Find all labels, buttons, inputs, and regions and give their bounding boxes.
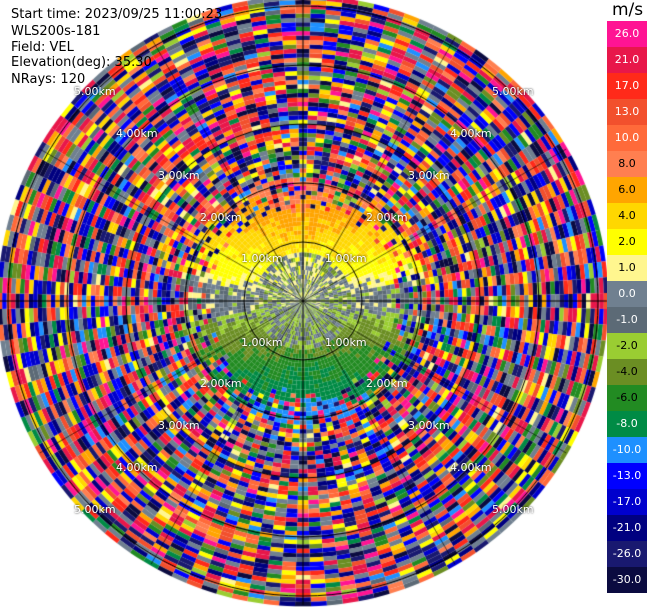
colorbar-cell: 10.0 [607, 125, 647, 151]
ring-label: 1.00km [325, 252, 367, 265]
colorbar-cell: 13.0 [607, 99, 647, 125]
colorbar-cell: -17.0 [607, 489, 647, 515]
colorbar-cell: -2.0 [607, 333, 647, 359]
ring-label: 5.00km [492, 85, 534, 98]
colorbar-cell: -26.0 [607, 541, 647, 567]
instrument-label: WLS200s-181 [11, 24, 101, 39]
ring-label: 2.00km [366, 211, 408, 224]
colorbar-cell: 21.0 [607, 47, 647, 73]
ring-label: 2.00km [200, 211, 242, 224]
colorbar-cell: -4.0 [607, 359, 647, 385]
ring-label: 5.00km [74, 85, 116, 98]
ring-label: 4.00km [450, 461, 492, 474]
colorbar-cell: -8.0 [607, 411, 647, 437]
ring-label: 2.00km [200, 377, 242, 390]
ring-label: 4.00km [116, 127, 158, 140]
colorbar-cell: -21.0 [607, 515, 647, 541]
colorbar-cell: -6.0 [607, 385, 647, 411]
colorbar-cell: 0.0 [607, 281, 647, 307]
nrays-label: NRays: 120 [11, 72, 86, 87]
ring-label: 3.00km [408, 419, 450, 432]
colorbar-cell: 8.0 [607, 151, 647, 177]
colorbar-cell: 1.0 [607, 255, 647, 281]
ring-label: 5.00km [74, 503, 116, 516]
ring-label: 1.00km [241, 252, 283, 265]
ring-label: 5.00km [492, 503, 534, 516]
colorbar-cell: 2.0 [607, 229, 647, 255]
ring-label: 4.00km [116, 461, 158, 474]
colorbar-cell: -10.0 [607, 437, 647, 463]
elevation-label: Elevation(deg): 35.30 [11, 55, 152, 70]
ring-label: 3.00km [158, 169, 200, 182]
colorbar-cell: 17.0 [607, 73, 647, 99]
colorbar-cell: 4.0 [607, 203, 647, 229]
ring-label: 1.00km [325, 336, 367, 349]
ring-label: 4.00km [450, 127, 492, 140]
colorbar-cell: 26.0 [607, 21, 647, 47]
ring-label: 3.00km [158, 419, 200, 432]
colorbar-cell: -30.0 [607, 567, 647, 593]
colorbar-cell: 6.0 [607, 177, 647, 203]
colorbar-cell: -13.0 [607, 463, 647, 489]
ring-label: 2.00km [366, 377, 408, 390]
ring-label: 3.00km [408, 169, 450, 182]
start-time-label: Start time: 2023/09/25 11:00:23 [11, 7, 223, 22]
ring-label: 1.00km [241, 336, 283, 349]
field-label: Field: VEL [11, 40, 74, 55]
colorbar-unit: m/s [612, 0, 644, 20]
colorbar-cell: -1.0 [607, 307, 647, 333]
